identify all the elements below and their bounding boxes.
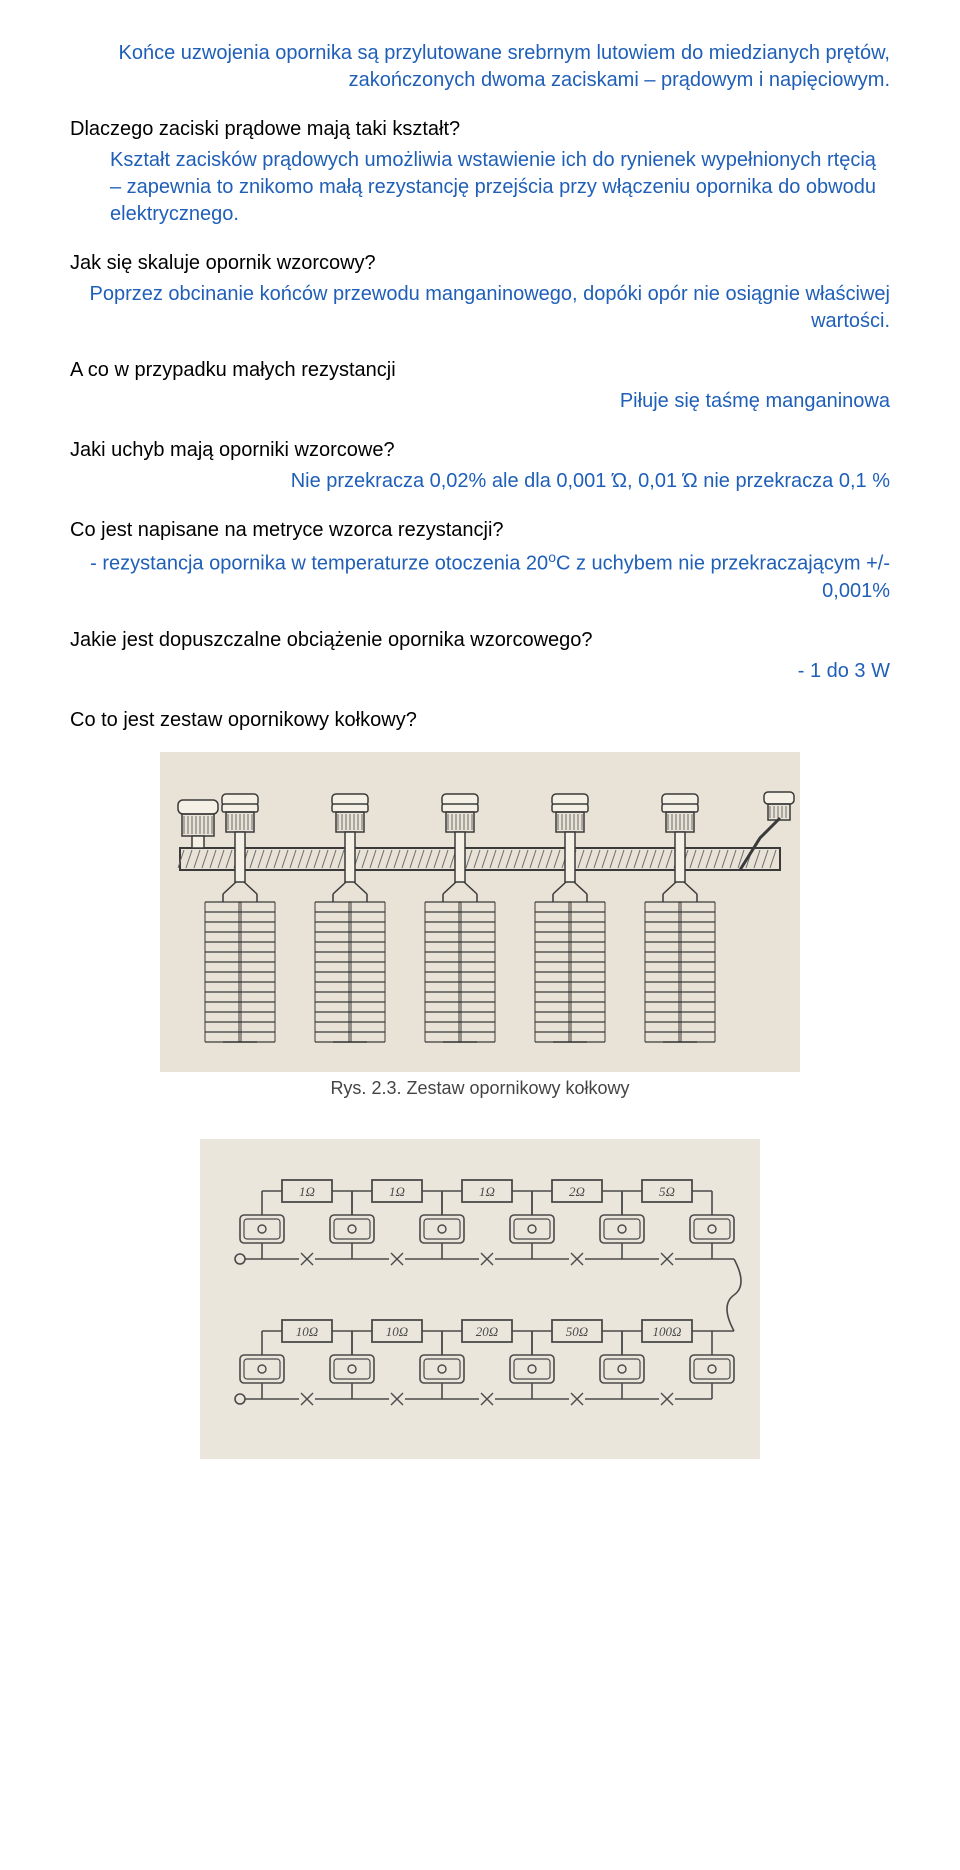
a6: - 1 do 3 W: [70, 658, 890, 685]
figure1-svg: [160, 752, 800, 1072]
a2: Poprzez obcinanie końców przewodu mangan…: [70, 281, 890, 335]
q4: Jaki uchyb mają oporniki wzorcowe?: [70, 437, 890, 464]
a5-pre: - rezystancja opornika w temperaturze ot…: [90, 553, 548, 575]
q3: A co w przypadku małych rezystancji: [70, 357, 890, 384]
svg-text:1Ω: 1Ω: [479, 1184, 495, 1199]
q1: Dlaczego zaciski prądowe mają taki kszta…: [70, 116, 890, 143]
q6: Jakie jest dopuszczalne obciążenie oporn…: [70, 627, 890, 654]
q7: Co to jest zestaw opornikowy kołkowy?: [70, 707, 890, 734]
figure-peg-resistor-set: Rys. 2.3. Zestaw opornikowy kołkowy: [160, 752, 800, 1099]
svg-text:100Ω: 100Ω: [653, 1324, 682, 1339]
a5: - rezystancja opornika w temperaturze ot…: [70, 548, 890, 605]
svg-text:10Ω: 10Ω: [296, 1324, 318, 1339]
figure2-svg: 1Ω 1Ω 1Ω 2Ω 5Ω 10Ω 10Ω 20Ω 50Ω 100Ω: [200, 1139, 760, 1459]
svg-text:20Ω: 20Ω: [476, 1324, 498, 1339]
q2: Jak się skaluje opornik wzorcowy?: [70, 250, 890, 277]
svg-text:50Ω: 50Ω: [566, 1324, 588, 1339]
a1: Kształt zacisków prądowych umożliwia wst…: [70, 147, 890, 228]
a4: Nie przekracza 0,02% ale dla 0,001 Ώ, 0,…: [70, 468, 890, 495]
svg-text:1Ω: 1Ω: [299, 1184, 315, 1199]
svg-text:2Ω: 2Ω: [569, 1184, 585, 1199]
intro-answer: Końce uzwojenia opornika są przylutowane…: [70, 40, 890, 94]
figure-schematic: 1Ω 1Ω 1Ω 2Ω 5Ω 10Ω 10Ω 20Ω 50Ω 100Ω: [200, 1139, 760, 1459]
figure1-caption: Rys. 2.3. Zestaw opornikowy kołkowy: [160, 1078, 800, 1099]
a3: Piłuje się taśmę manganinowa: [70, 388, 890, 415]
svg-text:1Ω: 1Ω: [389, 1184, 405, 1199]
q5: Co jest napisane na metryce wzorca rezys…: [70, 517, 890, 544]
a5-sup: o: [548, 549, 556, 565]
svg-text:10Ω: 10Ω: [386, 1324, 408, 1339]
svg-text:5Ω: 5Ω: [659, 1184, 675, 1199]
a5-post: C z uchybem nie przekraczającym +/- 0,00…: [556, 553, 890, 602]
